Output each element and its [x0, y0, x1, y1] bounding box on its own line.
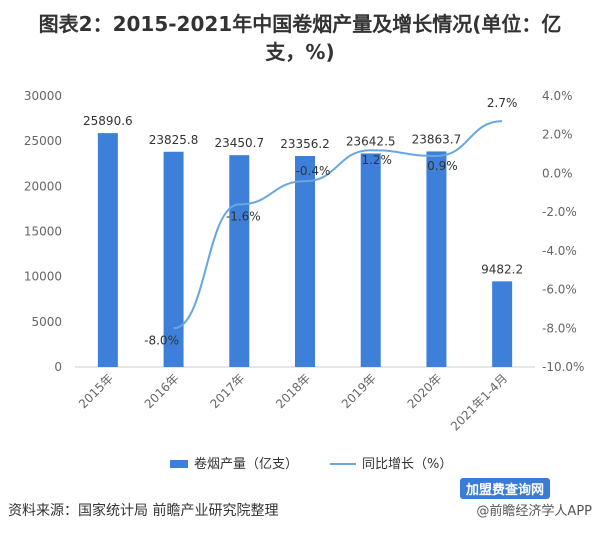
y-right-tick-label: -2.0%	[542, 205, 577, 219]
source-note: 资料来源：国家统计局 前瞻产业研究院整理	[8, 503, 279, 519]
y-right-tick-label: 2.0%	[542, 128, 573, 142]
bar	[426, 151, 447, 367]
bar-data-label: 23825.8	[149, 133, 199, 147]
y-left-tick-label: 10000	[24, 270, 62, 284]
chart-title-line2: 支，%)	[265, 40, 335, 64]
y-left-tick-label: 15000	[24, 225, 62, 239]
bar	[295, 156, 315, 367]
y-left-tick-label: 5000	[31, 315, 62, 329]
bar-data-label: 25890.6	[83, 114, 133, 128]
x-tick-label: 2017年	[207, 371, 247, 411]
chart-title: 图表2：2015-2021年中国卷烟产量及增长情况(单位：亿 支，%)	[0, 10, 600, 66]
y-left-tick-label: 30000	[24, 89, 62, 103]
series-line-growth	[173, 120, 503, 330]
bar-data-label: 23356.2	[280, 137, 330, 151]
line-data-label: -0.4%	[296, 164, 331, 178]
x-tick-label: 2020年	[405, 371, 445, 411]
y-right-tick-label: 4.0%	[542, 89, 573, 103]
chart-title-line1: 图表2：2015-2021年中国卷烟产量及增长情况(单位：亿	[38, 12, 562, 36]
y-right-tick-label: -8.0%	[542, 321, 577, 335]
line-data-label: 1.2%	[361, 153, 392, 167]
line-data-label: -8.0%	[144, 333, 179, 347]
bar-data-label: 23642.5	[346, 134, 396, 148]
x-tick-label: 2016年	[142, 371, 182, 411]
bar-data-label: 23450.7	[214, 136, 264, 150]
bar	[360, 153, 381, 367]
bar	[97, 133, 118, 367]
bar-data-label: 9482.2	[481, 262, 523, 276]
legend-swatch-bar	[170, 460, 188, 468]
x-tick-label: 2015年	[76, 371, 116, 411]
bar	[163, 151, 184, 367]
y-left-tick-label: 20000	[24, 179, 62, 193]
site-badge: 加盟费查询网	[460, 478, 551, 499]
line-data-label: 2.7%	[487, 96, 518, 110]
footer-credit: @前瞻经济学人APP	[476, 504, 592, 519]
y-right-tick-label: -10.0%	[542, 360, 584, 374]
y-left-tick-label: 25000	[24, 134, 62, 148]
y-right-tick-label: -6.0%	[542, 283, 577, 297]
bar-data-label: 23863.7	[412, 132, 462, 146]
x-tick-label: 2021年1-4月	[448, 371, 510, 433]
x-tick-label: 2018年	[273, 371, 313, 411]
line-data-label: 0.9%	[427, 159, 458, 173]
y-left-tick-label: 0	[54, 360, 62, 374]
y-right-tick-label: 0.0%	[542, 166, 573, 180]
bar	[492, 281, 513, 367]
y-right-tick-label: -4.0%	[542, 244, 577, 258]
x-tick-label: 2019年	[339, 371, 379, 411]
bar	[229, 155, 250, 367]
legend-label-bar: 卷烟产量（亿支）	[194, 456, 298, 472]
line-data-label: -1.6%	[226, 209, 261, 223]
legend-label-line: 同比增长（%）	[362, 457, 452, 472]
